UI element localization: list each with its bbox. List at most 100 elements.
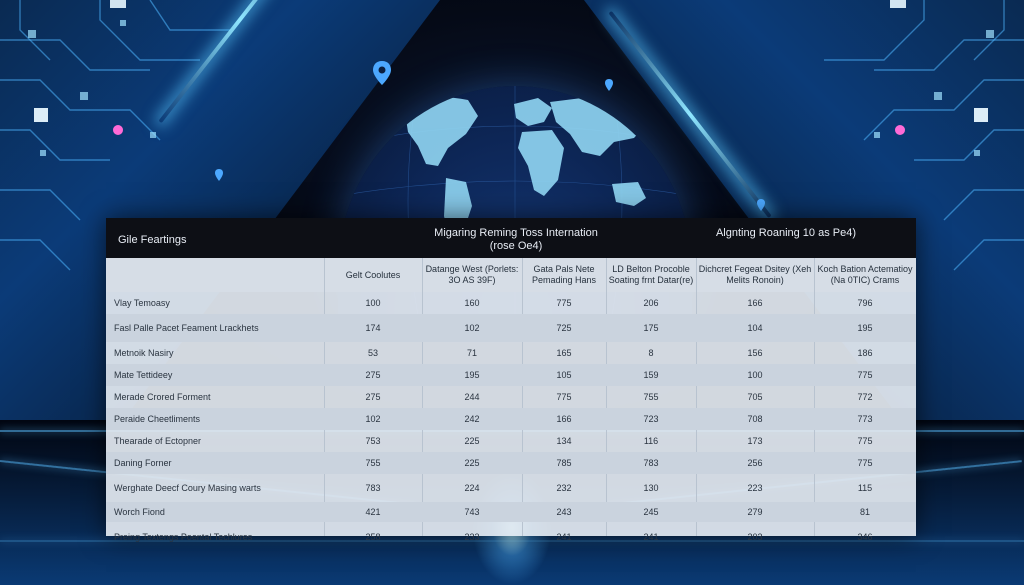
table-cell: 186 bbox=[857, 348, 873, 358]
table-cell: 174 bbox=[365, 323, 381, 333]
column-header: Dichcret Fegeat Dsitey (Xeh Melits Ronoi… bbox=[698, 264, 812, 285]
table-cell: 195 bbox=[857, 323, 873, 333]
table-cell: 753 bbox=[365, 436, 381, 446]
column-header: LD Belton Procoble Soating frnt Datar(re… bbox=[608, 264, 694, 285]
table-cell: 244 bbox=[464, 392, 480, 402]
table-cell: 175 bbox=[643, 323, 659, 333]
map-pin-icon bbox=[373, 61, 391, 85]
left-circuit-traces bbox=[0, 0, 230, 271]
table-cell: 258 bbox=[365, 532, 381, 542]
row-label: Daning Forner bbox=[114, 458, 172, 468]
table-cell: 223 bbox=[747, 483, 763, 493]
table-cell: 775 bbox=[857, 370, 873, 380]
table-cell: 243 bbox=[556, 507, 572, 517]
row-label: Mate Tettideey bbox=[114, 370, 173, 380]
table-cell: 206 bbox=[643, 298, 659, 308]
column-header: Gata Pals Nete Pemading Hans bbox=[531, 264, 597, 285]
table-cell: 225 bbox=[464, 436, 480, 446]
table-cell: 256 bbox=[747, 458, 763, 468]
table-cell: 233 bbox=[464, 532, 480, 542]
table-cell: 421 bbox=[365, 507, 381, 517]
table-cell: 743 bbox=[464, 507, 480, 517]
table-row: Fasl Palle Pacet Feament Lrackhets 174 102… bbox=[106, 314, 916, 342]
table-cell: 156 bbox=[747, 348, 763, 358]
table-row: Worch Fiond 421 743 243 245 279 81 bbox=[106, 502, 916, 522]
table-cell: 166 bbox=[556, 414, 572, 424]
row-label: Peraide Cheetliments bbox=[114, 414, 201, 424]
table-column-header-row: Gelt Coolutes Datange West (Porlets: 3O … bbox=[106, 258, 916, 292]
row-label: Vlay Temoasy bbox=[114, 298, 170, 308]
table-cell: 203 bbox=[747, 532, 763, 542]
table-row: Vlay Temoasy 100 160 775 206 166 796 bbox=[106, 292, 916, 314]
table-row: Metnoik Nasiry 53 71 165 8 156 186 bbox=[106, 342, 916, 364]
table-cell: 81 bbox=[859, 507, 870, 517]
table-cell: 116 bbox=[643, 436, 659, 446]
table-row: Peraide Cheetliments 102 242 166 723 708 773 bbox=[106, 408, 916, 430]
table-cell: 166 bbox=[747, 298, 763, 308]
table-cell: 723 bbox=[643, 414, 659, 424]
table-cell: 279 bbox=[747, 507, 763, 517]
table-cell: 224 bbox=[464, 483, 480, 493]
table-cell: 725 bbox=[556, 323, 572, 333]
table-cell: 241 bbox=[556, 532, 572, 542]
row-label: Fasl Palle Pacet Feament Lrackhets bbox=[114, 323, 259, 333]
table-group-header-2: Algnting Roaning 10 as Pe4) bbox=[715, 227, 857, 239]
table-cell: 775 bbox=[556, 392, 572, 402]
table-cell: 245 bbox=[643, 507, 659, 517]
table-row: Daning Forner 755 225 785 783 256 775 bbox=[106, 452, 916, 474]
table-row: Werghate Deecf Coury Masing warts 783 224 2… bbox=[106, 474, 916, 502]
table-cell: 773 bbox=[857, 414, 873, 424]
table-cell: 159 bbox=[643, 370, 659, 380]
table-cell: 275 bbox=[365, 370, 381, 380]
table-row: Preing Textengs Poental Techlures 258 233 2… bbox=[106, 522, 916, 552]
table-cell: 783 bbox=[643, 458, 659, 468]
table-cell: 242 bbox=[464, 414, 480, 424]
row-label: Preing Textengs Poental Techlures bbox=[114, 532, 253, 542]
table-cell: 705 bbox=[747, 392, 763, 402]
table-cell: 173 bbox=[747, 436, 763, 446]
map-pin-icon-right bbox=[757, 199, 765, 211]
table-cell: 100 bbox=[365, 298, 381, 308]
row-label: Merade Crored Forment bbox=[114, 392, 211, 402]
row-label: Metnoik Nasiry bbox=[114, 348, 174, 358]
table-title: Gile Feartings bbox=[118, 234, 187, 246]
column-header: Datange West (Porlets: 3O AS 39F) bbox=[425, 264, 519, 285]
table-cell: 708 bbox=[747, 414, 763, 424]
table-cell: 100 bbox=[747, 370, 763, 380]
table-cell: 165 bbox=[556, 348, 572, 358]
table-cell: 772 bbox=[857, 392, 873, 402]
table-cell: 796 bbox=[857, 298, 873, 308]
map-pin-icon-small bbox=[605, 79, 613, 91]
row-label: Thearade of Ectopner bbox=[114, 436, 202, 446]
table-cell: 755 bbox=[365, 458, 381, 468]
table-cell: 275 bbox=[365, 392, 381, 402]
table-cell: 105 bbox=[556, 370, 572, 380]
table-cell: 160 bbox=[464, 298, 480, 308]
table-cell: 195 bbox=[464, 370, 480, 380]
table-cell: 241 bbox=[643, 532, 659, 542]
table-row: Mate Tettideey 275 195 105 159 100 775 bbox=[106, 364, 916, 386]
table-cell: 755 bbox=[643, 392, 659, 402]
table-cell: 775 bbox=[556, 298, 572, 308]
row-label: Worch Fiond bbox=[114, 507, 165, 517]
table-cell: 8 bbox=[648, 348, 654, 358]
data-table-panel: Gile Feartings Migaring Reming Toss Inte… bbox=[106, 218, 916, 542]
right-circuit-traces bbox=[824, 0, 1024, 271]
table-cell: 104 bbox=[747, 323, 763, 333]
table-cell: 115 bbox=[857, 483, 873, 493]
table-header-bar: Gile Feartings Migaring Reming Toss Inte… bbox=[106, 218, 916, 258]
table-cell: 775 bbox=[857, 458, 873, 468]
table-cell: 783 bbox=[365, 483, 381, 493]
table-cell: 130 bbox=[643, 483, 659, 493]
map-pin-icon-left bbox=[215, 169, 223, 181]
table-cell: 134 bbox=[556, 436, 572, 446]
table-cell: 71 bbox=[466, 348, 477, 358]
table-cell: 102 bbox=[464, 323, 480, 333]
table-cell: 346 bbox=[857, 532, 873, 542]
table-cell: 785 bbox=[556, 458, 572, 468]
column-header: Koch Bation Actematioy (Na 0TIC) Crams bbox=[817, 264, 913, 285]
table-row: Merade Crored Forment 275 244 775 755 705 772 bbox=[106, 386, 916, 408]
row-label: Werghate Deecf Coury Masing warts bbox=[114, 483, 261, 493]
table-row: Thearade of Ectopner 753 225 134 116 173 775 bbox=[106, 430, 916, 452]
table-cell: 225 bbox=[464, 458, 480, 468]
